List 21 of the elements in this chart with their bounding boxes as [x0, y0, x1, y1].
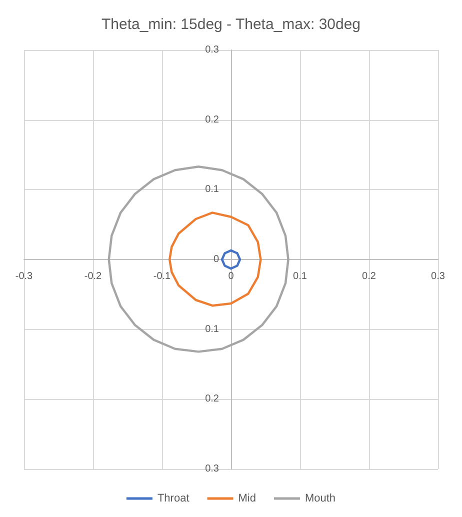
y-tick-label: 0.1 [205, 184, 220, 196]
x-tick-label: -0.3 [15, 271, 34, 282]
x-tick-label: 0 [228, 271, 234, 282]
y-tick-label: 0.1 [205, 324, 220, 335]
line-series [220, 249, 242, 270]
x-tick-label: 0.1 [293, 271, 308, 282]
y-tick-label: 0.2 [205, 114, 220, 126]
x-tick-label: -0.1 [153, 271, 172, 282]
x-tick-label: 0.3 [431, 271, 446, 282]
x-tick-label: -0.2 [84, 271, 102, 282]
line-series [168, 212, 262, 307]
legend-label: Mid [238, 492, 256, 504]
legend-label: Mouth [304, 492, 336, 504]
y-tick-label: 0.2 [205, 394, 220, 405]
line-series [108, 165, 290, 353]
x-tick-label: 0.2 [362, 271, 376, 282]
legend-label: Throat [157, 492, 190, 504]
chart-title: Theta_min: 15deg - Theta_max: 30deg [101, 16, 361, 33]
y-tick-label: 0.3 [205, 44, 220, 56]
y-tick-label: 0.3 [205, 464, 220, 474]
y-tick-label: 0 [213, 254, 220, 265]
